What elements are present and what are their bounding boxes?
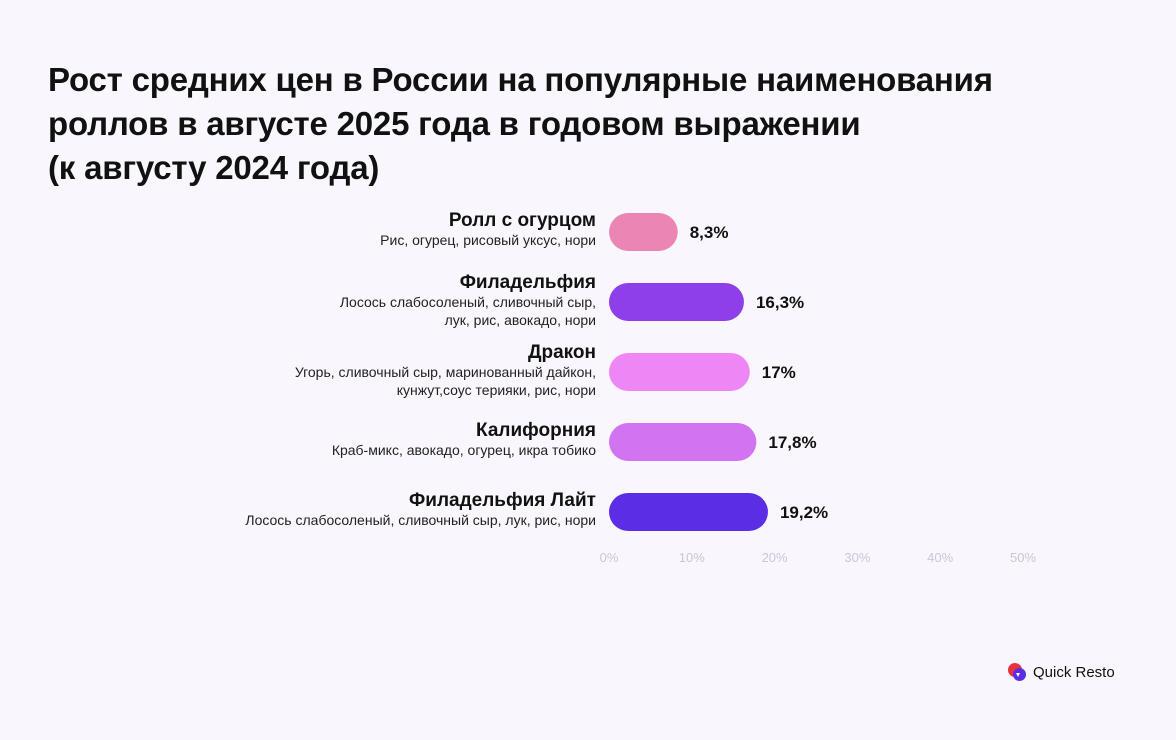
value-label: 19,2%	[780, 503, 828, 522]
quick-resto-logo-icon	[1008, 663, 1026, 681]
x-tick-label: 20%	[762, 550, 788, 565]
category-label: Калифорния	[476, 420, 596, 441]
category-description: кунжут,соус терияки, рис, нори	[397, 382, 596, 398]
category-label: Филадельфия	[460, 272, 596, 293]
category-label: Ролл с огурцом	[449, 210, 596, 231]
category-description: Краб-микс, авокадо, огурец, икра тобико	[332, 442, 596, 458]
category-description: Рис, огурец, рисовый уксус, нори	[380, 232, 596, 248]
bar	[609, 493, 768, 531]
value-label: 8,3%	[690, 223, 729, 242]
value-label: 16,3%	[756, 293, 804, 312]
brand-logo: Quick Resto	[1007, 662, 1115, 682]
page-title: Рост средних цен в России на популярные …	[48, 58, 1098, 190]
category-description: Лосось слабосоленый, сливочный сыр,	[340, 294, 596, 310]
title-line-2: роллов в августе 2025 года в годовом выр…	[48, 105, 861, 142]
title-line-1: Рост средних цен в России на популярные …	[48, 61, 993, 98]
x-tick-label: 50%	[1010, 550, 1036, 565]
x-tick-label: 0%	[600, 550, 619, 565]
value-label: 17,8%	[768, 433, 816, 452]
x-tick-label: 10%	[679, 550, 705, 565]
category-label: Филадельфия Лайт	[409, 490, 596, 511]
bar	[609, 213, 678, 251]
brand-name: Quick Resto	[1033, 663, 1115, 681]
x-tick-label: 30%	[844, 550, 870, 565]
category-description: Лосось слабосоленый, сливочный сыр, лук,…	[245, 512, 596, 528]
category-description: лук, рис, авокадо, нори	[445, 312, 596, 328]
category-description: Угорь, сливочный сыр, маринованный дайко…	[295, 364, 596, 380]
value-label: 17%	[762, 363, 796, 382]
bar	[609, 283, 744, 321]
title-line-3: (к августу 2024 года)	[48, 149, 380, 186]
category-label: Дракон	[528, 342, 596, 363]
bar	[609, 423, 757, 461]
x-tick-label: 40%	[927, 550, 953, 565]
bar	[609, 353, 750, 391]
